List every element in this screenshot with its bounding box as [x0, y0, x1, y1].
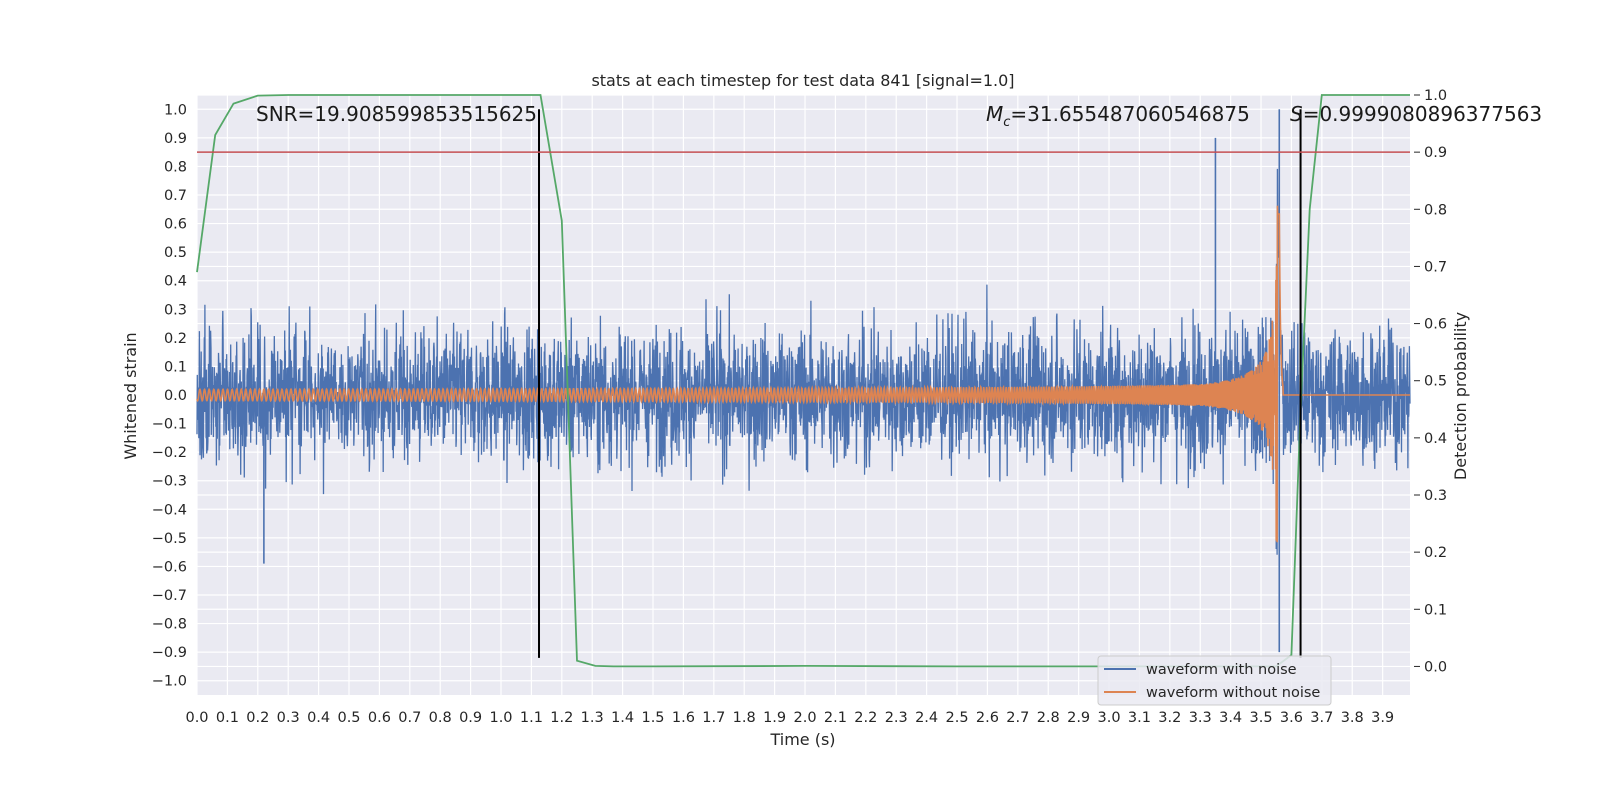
y-tick-label: 0.9 — [164, 131, 187, 147]
x-tick-label: 1.5 — [641, 710, 664, 726]
y-axis-label: Whitened strain — [121, 332, 140, 459]
mc-subscript: c — [1003, 115, 1010, 130]
y-tick-label: −0.2 — [152, 445, 187, 461]
s-value: =0.9999080896377563 — [1303, 102, 1542, 126]
x-tick-label: 0.4 — [307, 710, 330, 726]
x-tick-label: 1.8 — [733, 710, 756, 726]
x-tick-label: 2.4 — [915, 710, 938, 726]
clean-line — [196, 205, 1410, 543]
y-right-tick-label: 0.6 — [1424, 317, 1447, 333]
x-tick-label: 1.4 — [611, 710, 634, 726]
y-tick-label: −0.3 — [152, 474, 187, 490]
x-tick-label: 1.2 — [550, 710, 573, 726]
y-right-tick-label: 0.7 — [1424, 259, 1447, 275]
x-tick-label: 3.3 — [1189, 710, 1212, 726]
mc-value: =31.655487060546875 — [1010, 102, 1249, 126]
y-tick-label: 0.6 — [164, 217, 187, 233]
y-right-tick-label: 0.3 — [1424, 488, 1447, 504]
x-tick-label: 3.2 — [1158, 710, 1181, 726]
y-tick-label: 0.8 — [164, 159, 187, 175]
y-tick-label: −0.4 — [152, 502, 187, 518]
x-tick-label: 3.0 — [1097, 710, 1120, 726]
legend-label-noise: waveform with noise — [1146, 662, 1297, 678]
x-tick-label: 0.1 — [216, 710, 239, 726]
y-right-tick-label: 0.9 — [1424, 145, 1447, 161]
y-tick-labels: 1.0 0.9 0.8 0.7 0.6 0.5 0.4 0.3 0.2 0.1 0.0 −0.1 −0.… — [152, 102, 187, 689]
x-tick-label: 3.5 — [1250, 710, 1273, 726]
y-tick-label: −0.1 — [152, 417, 187, 433]
x-tick-label: 3.6 — [1280, 710, 1303, 726]
y-tick-label: 0.1 — [164, 359, 187, 375]
series-waveform-without-noise — [196, 205, 1410, 543]
s-symbol: S — [1290, 102, 1303, 126]
y-right-tick-label: 0.1 — [1424, 602, 1447, 618]
x-tick-labels: 0.0 0.1 0.2 0.3 0.4 0.5 0.6 0.7 0.8 0.9 1.0 1.1 1.2 1… — [185, 710, 1394, 726]
legend: waveform with noise waveform without noi… — [1097, 655, 1332, 706]
x-tick-label: 2.1 — [824, 710, 847, 726]
x-tick-label: 3.9 — [1371, 710, 1394, 726]
y-right-axis-label: Detection probability — [1451, 312, 1470, 480]
x-tick-label: 0.2 — [246, 710, 269, 726]
x-tick-label: 0.0 — [185, 710, 208, 726]
x-tick-label: 1.9 — [763, 710, 786, 726]
x-tick-label: 0.6 — [368, 710, 391, 726]
y-tick-label: −0.8 — [152, 617, 187, 633]
mc-symbol: M — [986, 102, 1003, 126]
y-right-tick-label: 0.5 — [1424, 374, 1447, 390]
x-tick-label: 2.7 — [1006, 710, 1029, 726]
y-right-tick-label: 0.2 — [1424, 545, 1447, 561]
y-tick-label: 0.7 — [164, 188, 187, 204]
vertical-markers — [538, 109, 1302, 658]
x-tick-label: 0.9 — [459, 710, 482, 726]
y-tick-label: 0.4 — [164, 274, 187, 290]
y-right-tick-label: 0.8 — [1424, 202, 1447, 218]
y-right-tick-label: 1.0 — [1424, 88, 1447, 104]
series-detection-probability — [196, 94, 1410, 668]
x-tick-label: 3.8 — [1341, 710, 1364, 726]
y-tick-label: 0.0 — [164, 388, 187, 404]
mc-annotation: Mc=31.655487060546875 — [986, 102, 1250, 130]
x-tick-label: 0.3 — [277, 710, 300, 726]
x-tick-label: 3.7 — [1310, 710, 1333, 726]
x-tick-label: 2.8 — [1037, 710, 1060, 726]
x-tick-label: 2.6 — [976, 710, 999, 726]
x-tick-label: 1.7 — [702, 710, 725, 726]
x-tick-label: 2.0 — [793, 710, 816, 726]
y-right-tick-labels: 1.0 0.9 0.8 0.7 0.6 0.5 0.4 0.3 0.2 0.1 0.0 — [1414, 88, 1447, 675]
x-tick-label: 0.7 — [398, 710, 421, 726]
y-tick-label: −0.7 — [152, 588, 187, 604]
x-tick-label: 2.3 — [885, 710, 908, 726]
x-tick-label: 2.5 — [945, 710, 968, 726]
y-right-tick-label: 0.0 — [1424, 659, 1447, 675]
y-tick-label: 1.0 — [164, 102, 187, 118]
x-tick-label: 0.8 — [429, 710, 452, 726]
y-tick-label: −1.0 — [152, 674, 187, 690]
chart-title: stats at each timestep for test data 841… — [591, 71, 1014, 90]
y-tick-label: 0.5 — [164, 245, 187, 261]
x-tick-label: 2.2 — [854, 710, 877, 726]
legend-label-clean: waveform without noise — [1146, 685, 1320, 701]
x-tick-label: 1.3 — [581, 710, 604, 726]
legend-box — [1097, 655, 1332, 706]
y-tick-label: −0.5 — [152, 531, 187, 547]
prob-line — [196, 94, 1410, 668]
x-tick-label: 0.5 — [337, 710, 360, 726]
y-right-tick-label: 0.4 — [1424, 431, 1447, 447]
x-tick-label: 3.1 — [1128, 710, 1151, 726]
x-tick-label: 1.6 — [672, 710, 695, 726]
s-annotation: S=0.9999080896377563 — [1290, 102, 1542, 126]
x-axis-label: Time (s) — [769, 730, 835, 749]
x-tick-label: 3.4 — [1219, 710, 1242, 726]
snr-annotation: SNR=19.908599853515625 — [256, 102, 537, 126]
y-tick-label: −0.9 — [152, 645, 187, 661]
y-tick-label: 0.2 — [164, 331, 187, 347]
x-tick-label: 1.1 — [520, 710, 543, 726]
x-tick-label: 2.9 — [1067, 710, 1090, 726]
y-tick-label: 0.3 — [164, 302, 187, 318]
x-tick-label: 1.0 — [489, 710, 512, 726]
y-tick-label: −0.6 — [152, 559, 187, 575]
